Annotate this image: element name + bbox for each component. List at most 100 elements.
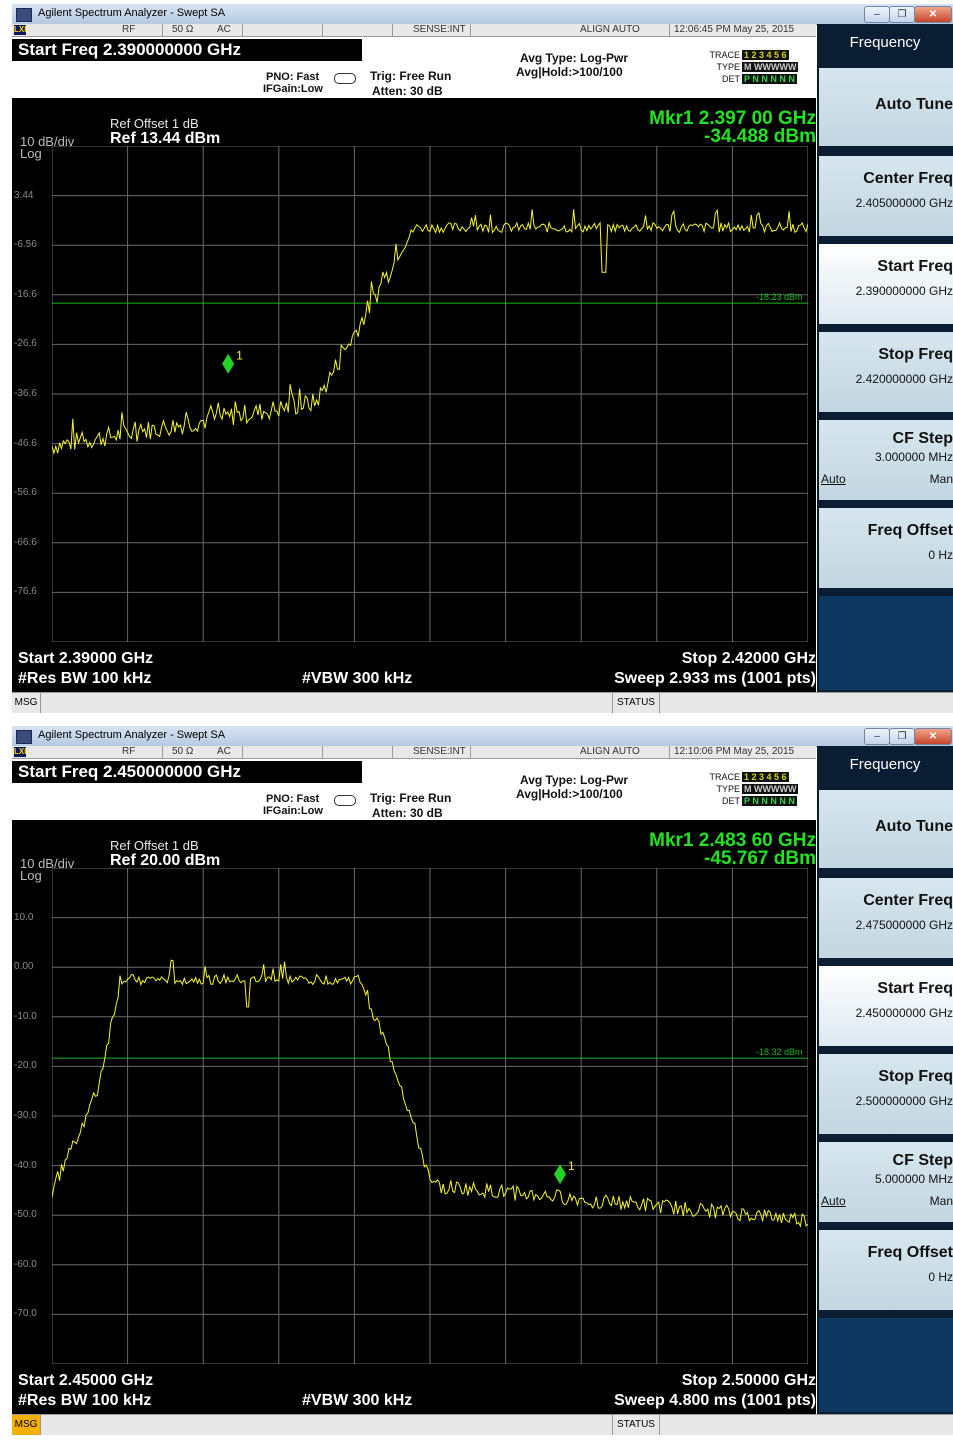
freq-offset-button[interactable]: Freq Offset 0 Hz: [819, 508, 953, 588]
auto-tune-button[interactable]: Auto Tune: [819, 68, 953, 146]
trace-indicators: 1 2 3 4 5 6: [742, 50, 789, 60]
marker-frequency: Mkr1 2.483 60 GHz: [649, 830, 816, 851]
align-indicator: ALIGN AUTO: [580, 24, 640, 35]
avg-hold: Avg|Hold:>100/100: [516, 787, 623, 801]
video-bandwidth: #VBW 300 kHz: [302, 1392, 413, 1409]
y-tick-label: -6.56: [14, 239, 37, 251]
coupling-indicator: AC: [217, 24, 231, 35]
y-tick-label: -60.0: [14, 1258, 37, 1270]
ifgain-setting: IFGain:Low: [263, 83, 323, 95]
cf-step-man: Man: [929, 1194, 953, 1208]
freq-offset-label: Freq Offset: [867, 1244, 953, 1261]
window-title: Agilent Spectrum Analyzer - Swept SA: [38, 729, 226, 741]
marker-frequency: Mkr1 2.397 00 GHz: [649, 108, 816, 129]
start-freq-button[interactable]: Start Freq 2.450000000 GHz: [819, 966, 953, 1046]
display-line-label: -18.32 dBm: [756, 1047, 803, 1057]
y-tick-label: 3.44: [14, 189, 34, 201]
active-function-title[interactable]: Start Freq 2.390000000 GHz: [12, 39, 362, 61]
align-indicator: ALIGN AUTO: [580, 746, 640, 757]
rf-indicator: RF: [122, 746, 136, 757]
cf-step-auto: Auto: [821, 1194, 846, 1208]
marker-diamond-icon: [222, 353, 235, 374]
active-function-title[interactable]: Start Freq 2.450000000 GHz: [12, 761, 362, 783]
status-label: STATUS: [612, 693, 660, 713]
maximize-button[interactable]: ❐: [889, 6, 915, 23]
cf-step-man: Man: [929, 472, 953, 486]
center-freq-value: 2.475000000 GHz: [855, 918, 953, 932]
freq-offset-button[interactable]: Freq Offset 0 Hz: [819, 1230, 953, 1310]
y-tick-label: -76.6: [14, 586, 37, 598]
measurement-header: Start Freq 2.450000000 GHz PNO: Fast IFG…: [12, 759, 816, 820]
impedance-indicator: 50 Ω: [172, 746, 194, 757]
rf-indicator: RF: [122, 24, 136, 35]
center-freq-button[interactable]: Center Freq 2.475000000 GHz: [819, 878, 953, 958]
empty-softkey: [819, 596, 953, 690]
freq-offset-value: 0 Hz: [928, 1270, 953, 1284]
ifgain-setting: IFGain:Low: [263, 805, 323, 817]
close-button[interactable]: ✕: [914, 728, 952, 745]
sweep-time: Sweep 2.933 ms (1001 pts): [614, 670, 816, 687]
start-frequency: Start 2.45000 GHz: [18, 1372, 154, 1389]
ref-offset: Ref Offset 1 dB: [110, 116, 199, 131]
close-button[interactable]: ✕: [914, 6, 952, 23]
app-icon: [16, 8, 32, 22]
trigger-setting: Trig: Free Run: [370, 791, 452, 805]
center-freq-button[interactable]: Center Freq 2.405000000 GHz: [819, 156, 953, 236]
start-freq-button[interactable]: Start Freq 2.390000000 GHz: [819, 244, 953, 324]
attenuation-setting: Atten: 30 dB: [372, 806, 443, 820]
marker-diamond-icon: [554, 1164, 567, 1185]
avg-hold: Avg|Hold:>100/100: [516, 65, 623, 79]
marker-level: -34.488 dBm: [704, 126, 816, 147]
center-freq-label: Center Freq: [863, 892, 953, 909]
window-titlebar[interactable]: Agilent Spectrum Analyzer - Swept SA – ❐…: [12, 726, 953, 747]
cf-step-button[interactable]: CF Step 5.000000 MHz Auto Man: [819, 1142, 953, 1222]
spectrum-display[interactable]: Ref Offset 1 dB 10 dB/div Ref 13.44 dBm …: [12, 98, 816, 692]
marker-number: 1: [568, 1159, 575, 1173]
y-tick-label: 0.00: [14, 961, 34, 973]
auto-tune-label: Auto Tune: [875, 818, 953, 835]
settings-strip: LXI RF 50 Ω AC SENSE:INT ALIGN AUTO 12:0…: [12, 24, 816, 37]
stop-freq-button[interactable]: Stop Freq 2.420000000 GHz: [819, 332, 953, 412]
timestamp: 12:06:45 PM May 25, 2015: [674, 24, 795, 35]
y-tick-label: -36.6: [14, 388, 37, 399]
analyzer-window-1: Agilent Spectrum Analyzer - Swept SA – ❐…: [12, 4, 953, 722]
pno-setting: PNO: Fast: [266, 793, 320, 805]
spectrum-display[interactable]: Ref Offset 1 dB 10 dB/div Ref 20.00 dBm …: [12, 820, 816, 1414]
avg-type: Avg Type: Log-Pwr: [520, 51, 628, 65]
softkey-menu: Frequency Auto Tune Center Freq 2.405000…: [817, 24, 953, 692]
start-freq-label: Start Freq: [877, 980, 953, 997]
minimize-button[interactable]: –: [864, 728, 890, 745]
start-freq-value: 2.390000000 GHz: [855, 284, 953, 298]
y-tick-label: -66.6: [14, 536, 37, 548]
auto-tune-button[interactable]: Auto Tune: [819, 790, 953, 868]
trigger-setting: Trig: Free Run: [370, 69, 452, 83]
log-scale-label: Log: [20, 868, 42, 883]
spectrum-trace: [52, 959, 808, 1228]
sense-indicator: SENSE:INT: [413, 746, 466, 757]
freq-offset-value: 0 Hz: [928, 548, 953, 562]
menu-title: Frequency: [817, 24, 953, 62]
softkey-menu: Frequency Auto Tune Center Freq 2.475000…: [817, 746, 953, 1414]
stop-freq-label: Stop Freq: [878, 346, 953, 363]
cf-step-button[interactable]: CF Step 3.000000 MHz Auto Man: [819, 420, 953, 500]
impedance-indicator: 50 Ω: [172, 24, 194, 35]
y-tick-label: -16.6: [14, 288, 37, 300]
stop-frequency: Stop 2.50000 GHz: [681, 1372, 816, 1389]
settings-strip: LXI RF 50 Ω AC SENSE:INT ALIGN AUTO 12:1…: [12, 746, 816, 759]
stop-freq-button[interactable]: Stop Freq 2.500000000 GHz: [819, 1054, 953, 1134]
auto-tune-label: Auto Tune: [875, 96, 953, 113]
det-label: DET: [722, 74, 740, 84]
resolution-bandwidth: #Res BW 100 kHz: [18, 670, 152, 687]
spectrum-graticule: -18.23 dBm 1: [52, 146, 808, 642]
minimize-button[interactable]: –: [864, 6, 890, 23]
maximize-button[interactable]: ❐: [889, 728, 915, 745]
cf-step-label: CF Step: [892, 430, 953, 447]
window-titlebar[interactable]: Agilent Spectrum Analyzer - Swept SA – ❐…: [12, 4, 953, 25]
measurement-header: Start Freq 2.390000000 GHz PNO: Fast IFG…: [12, 37, 816, 98]
display-line-label: -18.23 dBm: [756, 292, 803, 302]
status-label: STATUS: [612, 1415, 660, 1435]
cf-step-value: 5.000000 MHz: [874, 1172, 953, 1186]
stop-freq-label: Stop Freq: [878, 1068, 953, 1085]
trace-types: M WWWWW: [742, 784, 799, 794]
stop-freq-value: 2.500000000 GHz: [855, 1094, 953, 1108]
